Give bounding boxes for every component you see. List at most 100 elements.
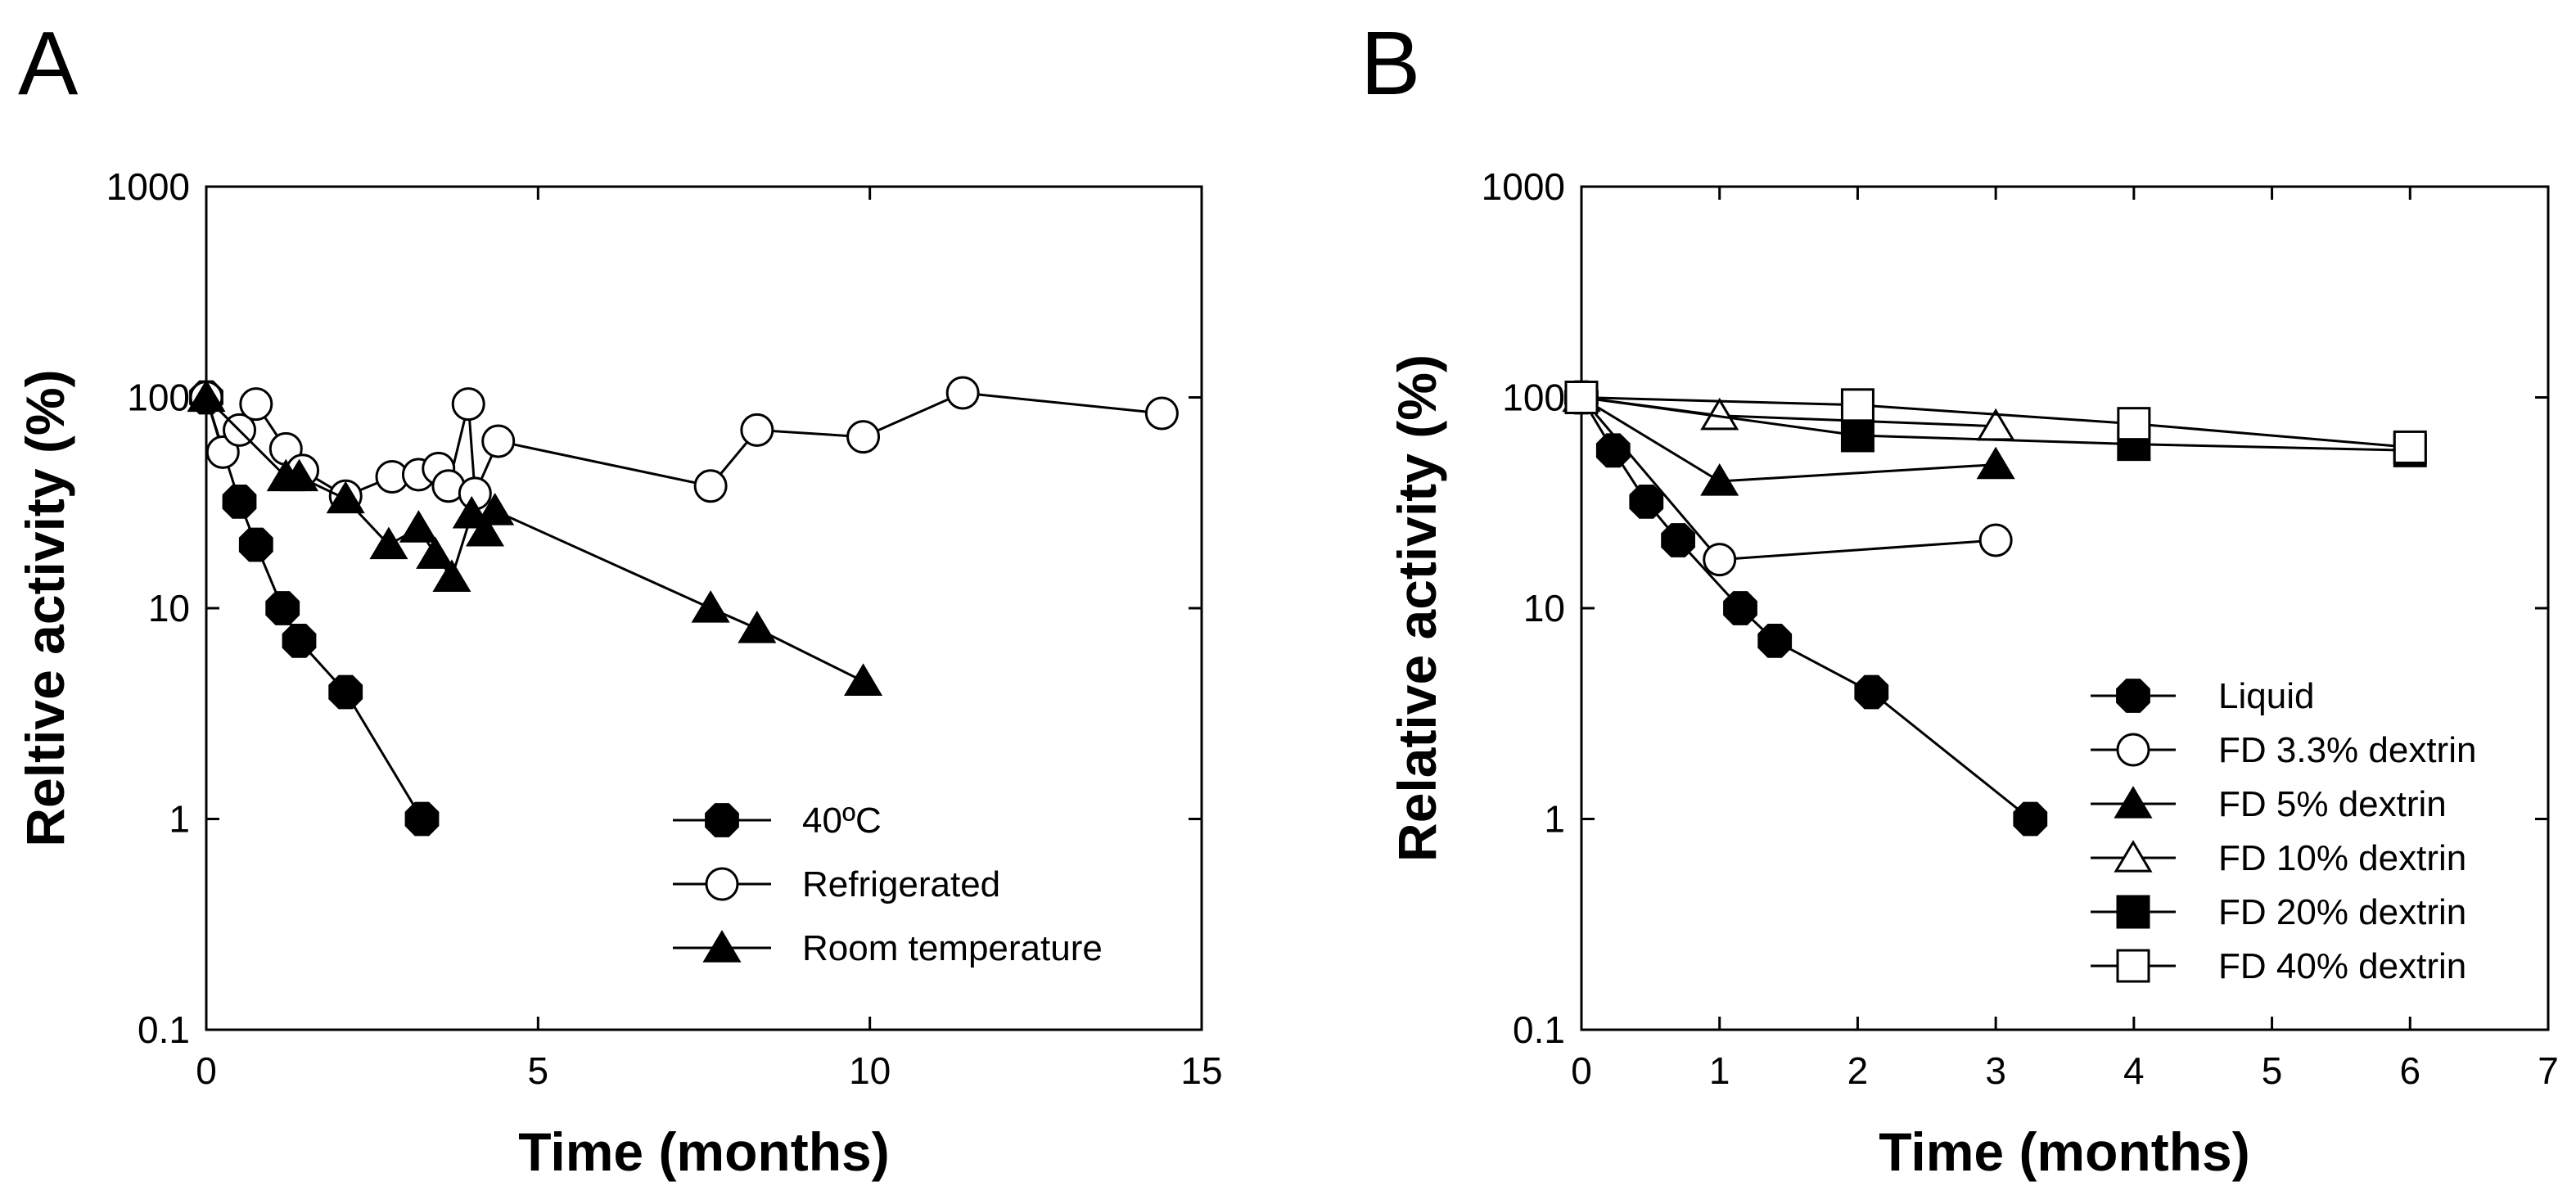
series-group	[187, 376, 1179, 837]
legend-item: Refrigerated	[673, 864, 1000, 905]
panel-a: A Reltive activity (%) Time (months) 0 5 1…	[15, 13, 1223, 1182]
x-axis-title: Time (months)	[518, 1121, 889, 1182]
x-tick-label: 10	[849, 1049, 891, 1092]
data-point	[1564, 381, 1599, 414]
data-point	[239, 387, 273, 422]
data-point	[1700, 463, 1739, 496]
data-point	[399, 510, 438, 543]
axis-ticks: 0 1 2 3 4 5 6 7 0.1 1 10 100 1000	[1482, 165, 2559, 1092]
panel-label: B	[1360, 13, 1420, 114]
data-point	[1144, 396, 1179, 431]
series-line	[1581, 396, 1996, 428]
x-tick-label: 0	[196, 1049, 217, 1092]
data-point	[740, 413, 774, 447]
data-point	[1840, 388, 1874, 422]
data-point	[328, 674, 363, 710]
y-tick-label: 100	[127, 377, 190, 419]
legend-marker	[705, 867, 739, 901]
data-point	[404, 801, 440, 837]
data-point	[2393, 430, 2427, 464]
y-tick-label: 0.1	[138, 1008, 190, 1051]
legend-marker	[2116, 895, 2150, 929]
legend-marker	[2116, 949, 2150, 983]
data-point	[844, 663, 883, 696]
legend-item: Liquid	[2091, 676, 2314, 716]
legend-marker	[2114, 786, 2153, 819]
axis-ticks: 0 5 10 15 0.1 1 10 100 1000	[106, 165, 1223, 1092]
series-fd-40-dextrin	[1564, 381, 2427, 464]
data-point	[738, 611, 777, 643]
data-point	[1595, 433, 1631, 468]
data-point	[432, 559, 471, 593]
data-point	[265, 591, 300, 625]
legend-label: Refrigerated	[802, 864, 1000, 905]
data-point	[945, 376, 980, 410]
data-point	[1757, 624, 1793, 658]
x-tick-label: 15	[1180, 1049, 1222, 1092]
panel-b: B Relative activity (%) Time (months) 0 1…	[1360, 13, 2559, 1182]
data-point	[1840, 418, 1874, 453]
legend-label: FD 5% dextrin	[2218, 784, 2447, 824]
legend-item: Room temperature	[673, 928, 1103, 968]
data-point	[326, 480, 365, 514]
data-point	[1661, 523, 1695, 557]
data-point	[691, 590, 730, 623]
legend-label: Liquid	[2218, 676, 2314, 716]
legend-label: FD 40% dextrin	[2218, 946, 2466, 986]
data-point	[1629, 485, 1664, 519]
legend-item: FD 40% dextrin	[2091, 946, 2466, 986]
panel-label: A	[18, 13, 79, 114]
data-point	[1976, 446, 2015, 480]
legend-marker	[2114, 840, 2153, 873]
series-group	[1562, 379, 2427, 837]
data-point	[416, 536, 455, 569]
legend: Liquid FD 3.3% dextrin FD 5% dextrin FD 10%…	[2091, 676, 2476, 986]
data-point	[2117, 407, 2151, 441]
y-axis-title: Reltive activity (%)	[15, 369, 75, 846]
data-point	[369, 526, 408, 560]
data-point	[205, 435, 240, 469]
legend-marker	[2116, 679, 2150, 713]
data-point	[222, 485, 257, 519]
y-tick-label: 10	[148, 587, 190, 629]
y-tick-label: 1000	[1482, 165, 1565, 208]
data-point	[451, 387, 485, 422]
legend-marker	[705, 803, 739, 837]
y-axis-title: Relative activity (%)	[1387, 354, 1447, 862]
legend-marker	[2116, 733, 2150, 767]
legend-label: 40ºC	[802, 801, 882, 841]
legend-item: FD 20% dextrin	[2091, 892, 2466, 932]
x-tick-label: 1	[1709, 1049, 1730, 1092]
series-line	[1581, 396, 2411, 452]
series-line	[1580, 396, 2032, 820]
x-tick-label: 0	[1571, 1049, 1592, 1092]
series-line	[1580, 396, 1996, 562]
data-point	[238, 527, 273, 562]
data-point	[476, 492, 515, 526]
legend-label: FD 20% dextrin	[2218, 892, 2466, 932]
data-point	[1703, 543, 1737, 577]
data-point	[481, 424, 516, 458]
data-point	[279, 458, 319, 492]
legend-item: FD 5% dextrin	[2091, 784, 2447, 824]
y-tick-label: 1	[169, 798, 190, 841]
y-tick-label: 100	[1502, 377, 1565, 419]
x-tick-label: 3	[1985, 1049, 2006, 1092]
data-point	[187, 379, 226, 413]
legend-item: FD 10% dextrin	[2091, 838, 2466, 878]
series-line	[1581, 396, 2411, 449]
data-point	[465, 513, 505, 547]
x-tick-label: 5	[528, 1049, 549, 1092]
x-axis-title: Time (months)	[1879, 1121, 2249, 1182]
x-tick-label: 4	[2123, 1049, 2145, 1092]
y-tick-label: 10	[1523, 587, 1565, 629]
series-room-temperature	[187, 379, 883, 696]
data-point	[846, 420, 881, 454]
x-tick-label: 7	[2538, 1049, 2559, 1092]
legend-marker	[702, 930, 742, 963]
legend-label: Room temperature	[802, 928, 1103, 968]
legend-item: 40ºC	[673, 801, 882, 841]
series-refrigerated	[189, 376, 1179, 513]
x-tick-label: 5	[2262, 1049, 2283, 1092]
legend: 40ºC Refrigerated Room temperature	[673, 801, 1103, 968]
